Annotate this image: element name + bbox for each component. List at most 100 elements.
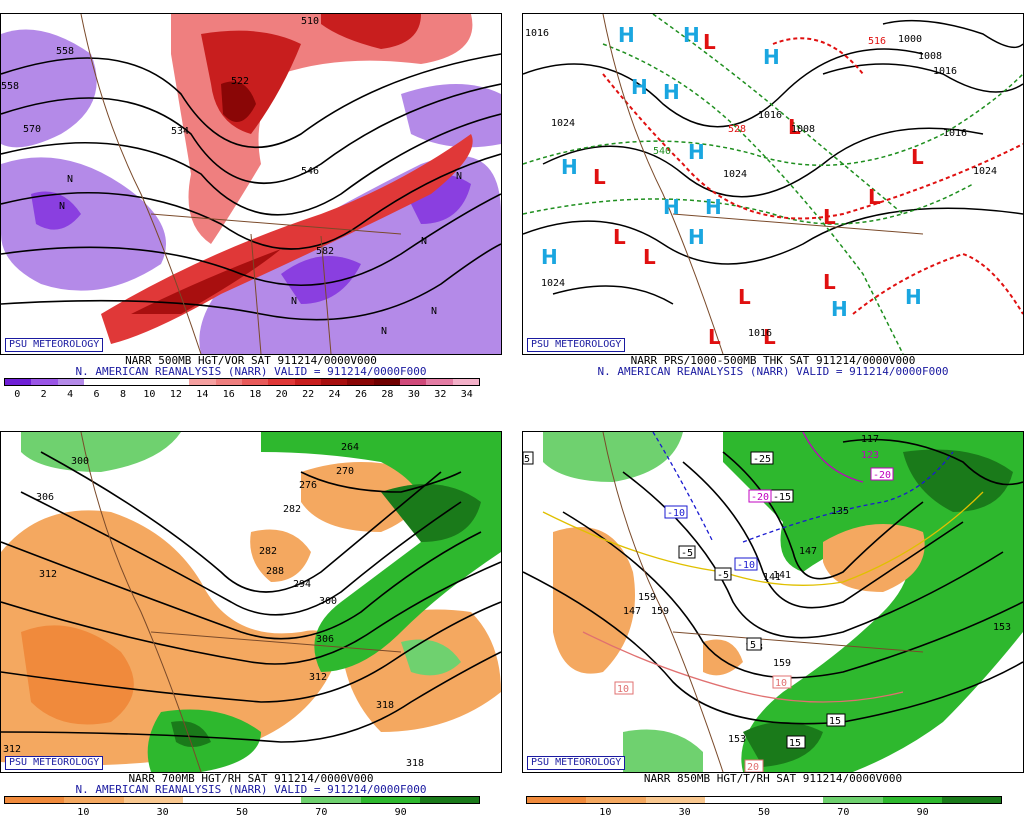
color-scale-bar — [4, 796, 480, 804]
thickness-label: 540 — [653, 146, 671, 157]
contour-label: 534 — [171, 126, 189, 137]
map-500mb: 510 558 558 570 522 534 546 582 N N N N … — [0, 13, 502, 355]
isotherm-label: 10 — [617, 684, 629, 695]
color-scale-bar — [526, 796, 1002, 804]
color-scale-tick-label: 20 — [275, 389, 288, 400]
high-pressure-marker: H — [688, 140, 705, 164]
high-pressure-marker: H — [631, 75, 648, 99]
color-scale-tick-label: 10 — [77, 807, 90, 818]
contour-label: 276 — [299, 480, 317, 491]
color-scale-tick-label: 14 — [196, 389, 209, 400]
contour-label: 294 — [293, 579, 311, 590]
color-scale-swatch — [57, 379, 84, 385]
color-scale-swatch — [162, 379, 190, 385]
color-scale-swatch — [426, 379, 453, 385]
map-700mb: 300 306 312 264 270 276 282 288 282 294 … — [0, 431, 502, 773]
vort-min-label: N — [381, 326, 387, 337]
color-scale-tick-label: 28 — [381, 389, 394, 400]
vort-min-label: N — [421, 236, 427, 247]
contour-label: 312 — [309, 672, 327, 683]
contour-label: 312 — [39, 569, 57, 580]
high-pressure-marker: H — [688, 225, 705, 249]
panel-700mb-rh: 300 306 312 264 270 276 282 288 282 294 … — [0, 418, 502, 824]
low-pressure-marker: L — [788, 115, 801, 139]
color-scale-swatch — [941, 797, 1001, 803]
color-scale-swatch — [83, 379, 111, 385]
isotherm-label: 5 — [750, 640, 756, 651]
color-scale-swatch — [586, 797, 646, 803]
low-pressure-marker: L — [911, 145, 924, 169]
isotherm-label: -5 — [717, 570, 729, 581]
low-pressure-marker: L — [643, 245, 656, 269]
low-pressure-marker: L — [823, 270, 836, 294]
color-scale-tick-label: 32 — [434, 389, 447, 400]
caption-line1: NARR 700MB HGT/RH SAT 911214/0000V000 — [128, 772, 374, 785]
color-scale-tick-label: 70 — [315, 807, 328, 818]
isotherm-label: 15 — [789, 738, 801, 749]
panel-mslp-thickness: H H H H H H H H H H H H H L L L L L L — [522, 0, 1024, 406]
isotherm-label: -25 — [753, 454, 771, 465]
low-pressure-marker: L — [593, 165, 606, 189]
color-scale-tick-label: 30 — [407, 389, 420, 400]
contour-label: 558 — [1, 81, 19, 92]
low-pressure-marker: L — [613, 225, 626, 249]
color-scale-tick-label: 30 — [678, 807, 691, 818]
high-pressure-marker: H — [541, 245, 558, 269]
color-scale-swatch — [294, 379, 321, 385]
panel-850mb-temp-rh: 135 141 147 153 159 159 153 147 141 153 … — [522, 418, 1024, 824]
color-scale-swatch — [764, 797, 824, 803]
color-scale-tick-label: 4 — [67, 389, 74, 400]
color-scale-tick-label: 0 — [14, 389, 21, 400]
color-scale-swatch — [320, 379, 348, 385]
color-scale-tick-label: 90 — [916, 807, 929, 818]
height-label: 141 — [763, 572, 781, 583]
isotherm-label: -20 — [873, 470, 891, 481]
contour-label: 264 — [341, 442, 359, 453]
color-scale-tick-label: 18 — [249, 389, 262, 400]
vort-min-label: N — [291, 296, 297, 307]
color-scale-swatch — [110, 379, 137, 385]
isotherm-label: -15 — [773, 492, 791, 503]
psu-meteorology-badge: PSU METEOROLOGY — [5, 756, 104, 770]
contour-label: 558 — [56, 46, 74, 57]
contour-label: 270 — [336, 466, 354, 477]
height-label: 123 — [861, 450, 879, 461]
color-scale-bar — [4, 378, 480, 386]
contour-label: 522 — [231, 76, 249, 87]
isobar-label: 1008 — [791, 124, 815, 135]
height-label: 147 — [623, 606, 641, 617]
color-scale-tick-label: 10 — [143, 389, 156, 400]
map-mslp: H H H H H H H H H H H H H L L L L L L — [522, 13, 1024, 355]
height-label: 117 — [861, 434, 879, 445]
color-scale-swatch — [527, 797, 587, 803]
isotherm-label: 20 — [747, 762, 759, 772]
isotherm-label: -5 — [681, 548, 693, 559]
isotherm-label: -20 — [751, 492, 769, 503]
color-scale-swatch — [360, 797, 420, 803]
color-scale-tick-label: 24 — [328, 389, 341, 400]
panel-500mb-vorticity: 510 558 558 570 522 534 546 582 N N N N … — [0, 0, 502, 406]
color-scale-tick-label: 34 — [460, 389, 473, 400]
height-label: 153 — [993, 622, 1011, 633]
psu-meteorology-badge: PSU METEOROLOGY — [527, 756, 626, 770]
color-scale-swatch — [182, 797, 242, 803]
color-scale-tick-label: 6 — [93, 389, 100, 400]
color-scale-swatch — [189, 379, 216, 385]
low-pressure-marker: L — [738, 285, 751, 309]
contour-label: 318 — [376, 700, 394, 711]
high-pressure-marker: H — [618, 23, 635, 47]
color-scale-swatch — [136, 379, 163, 385]
color-scale-ticks: 10 30 50 70 90 — [4, 807, 480, 819]
contour-label: 306 — [36, 492, 54, 503]
color-scale-tick-label: 8 — [119, 389, 127, 400]
isotherm-label: -10 — [667, 508, 685, 519]
contour-label: 300 — [71, 456, 89, 467]
height-label: 153 — [728, 734, 746, 745]
thickness-label: 528 — [728, 124, 746, 135]
isotherm-label: 15 — [829, 716, 841, 727]
isobar-label: 1016 — [933, 66, 957, 77]
psu-meteorology-badge: PSU METEOROLOGY — [5, 338, 104, 352]
height-label: 135 — [831, 506, 849, 517]
vort-min-label: N — [431, 306, 437, 317]
isobar-label: 1008 — [918, 51, 942, 62]
